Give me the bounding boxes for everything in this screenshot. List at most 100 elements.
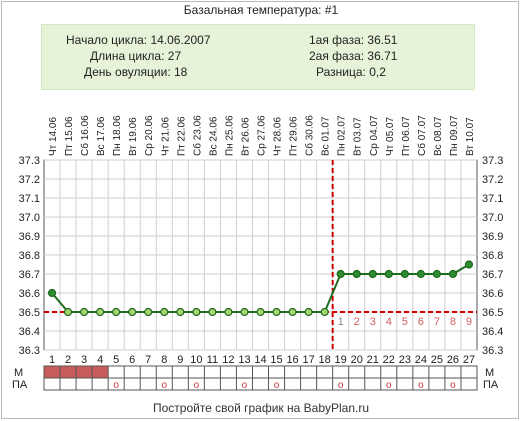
temperature-point xyxy=(288,307,297,317)
pa-mark: о xyxy=(418,380,424,391)
temperature-point xyxy=(400,269,409,279)
y-tick-label-right: 36.8 xyxy=(482,250,503,262)
menstruation-cell xyxy=(92,366,109,378)
menstruation-cell xyxy=(76,366,93,378)
temperature-point xyxy=(208,307,217,317)
pa-row-label-right: ПА xyxy=(483,379,499,391)
date-label: Чт 14.06 xyxy=(48,117,59,156)
y-tick-label-left: 36.4 xyxy=(19,326,40,338)
day-number-label: 22 xyxy=(383,354,395,366)
date-label: Пн 18.06 xyxy=(112,115,123,156)
y-tick-label-right: 36.7 xyxy=(482,269,503,281)
temperature-point xyxy=(320,307,329,317)
date-label: Вт 03.07 xyxy=(353,117,364,156)
day-number-label: 20 xyxy=(351,354,363,366)
date-label: Вс 01.07 xyxy=(321,116,332,156)
pa-mark: о xyxy=(194,380,200,391)
temperature-point xyxy=(432,269,442,279)
day-number-label: 9 xyxy=(177,354,183,366)
day-number-label: 18 xyxy=(319,354,331,366)
day-number-label: 27 xyxy=(463,354,475,366)
phase1-text: 1ая фаза: 36.51 xyxy=(309,33,398,47)
day-number-label: 13 xyxy=(238,354,250,366)
pa-mark: о xyxy=(242,380,248,391)
temperature-point xyxy=(176,307,185,317)
date-label: Вт 10.07 xyxy=(465,117,476,156)
date-label: Ср 27.06 xyxy=(257,115,268,156)
date-label: Чт 21.06 xyxy=(160,117,171,156)
day-number-label: 1 xyxy=(49,354,55,366)
temperature-point xyxy=(416,269,425,279)
pa-mark: о xyxy=(274,380,280,391)
temperature-point xyxy=(256,307,265,317)
phase-day-label: 8 xyxy=(450,316,456,328)
y-tick-label-left: 36.5 xyxy=(19,307,40,319)
day-number-label: 12 xyxy=(222,354,234,366)
date-label: Пн 09.07 xyxy=(449,115,460,156)
cycle-length-text: Длина цикла: 27 xyxy=(90,49,182,63)
date-label: Вс 24.06 xyxy=(208,116,219,156)
temperature-point xyxy=(304,307,313,317)
date-label: Пт 29.06 xyxy=(289,116,300,156)
day-number-label: 16 xyxy=(286,354,298,366)
day-number-label: 19 xyxy=(335,354,347,366)
m-row-label-left: М xyxy=(14,367,23,379)
date-label: Сб 16.06 xyxy=(79,115,91,156)
y-tick-label-right: 36.4 xyxy=(482,326,503,338)
y-tick-label-right: 37.3 xyxy=(482,155,503,167)
y-tick-label-right: 36.5 xyxy=(482,307,503,319)
temperature-point xyxy=(96,307,105,317)
day-number-label: 23 xyxy=(399,354,411,366)
day-number-label: 11 xyxy=(207,354,218,366)
y-tick-label-right: 36.6 xyxy=(482,288,503,300)
date-label: Пт 15.06 xyxy=(64,116,75,156)
date-label: Вт 19.06 xyxy=(128,117,139,156)
date-label: Сб 23.06 xyxy=(191,115,203,156)
temperature-point xyxy=(144,307,153,317)
chart-title: Базальная температура: #1 xyxy=(183,3,339,17)
y-tick-label-right: 37.0 xyxy=(482,212,503,224)
date-label: Пт 06.07 xyxy=(401,116,412,156)
date-label: Пт 22.06 xyxy=(176,116,187,156)
temperature-point xyxy=(79,307,89,317)
pa-mark: о xyxy=(386,380,392,391)
phase-day-label: 5 xyxy=(402,316,408,328)
date-label: Пн 25.06 xyxy=(224,115,235,156)
day-number-label: 2 xyxy=(65,354,71,366)
footer-link-text[interactable]: Постройте свой график на BabyPlan.ru xyxy=(152,401,370,415)
y-tick-label-right: 37.1 xyxy=(482,193,503,205)
temperature-point xyxy=(272,307,281,317)
date-label: Чт 28.06 xyxy=(273,117,284,156)
temperature-point xyxy=(368,269,377,279)
date-label: Чт 05.07 xyxy=(385,117,396,156)
day-number-label: 14 xyxy=(254,354,266,366)
date-label: Ср 04.07 xyxy=(369,115,380,156)
menstruation-cell xyxy=(44,366,61,378)
date-label: Вс 08.07 xyxy=(433,116,444,156)
temperature-point xyxy=(192,307,201,317)
temperature-point xyxy=(240,307,249,317)
pa-mark: о xyxy=(161,380,167,391)
day-number-label: 7 xyxy=(145,354,151,366)
phase-day-label: 3 xyxy=(370,316,376,328)
date-label: Вт 26.06 xyxy=(240,117,251,156)
ovulation-day-text: День овуляции: 18 xyxy=(84,65,188,79)
day-number-label: 25 xyxy=(431,354,443,366)
cycle-info-panel: Начало цикла: 14.06.2007 Длина цикла: 27… xyxy=(41,24,475,90)
pa-mark: о xyxy=(338,380,344,391)
phase-day-label: 9 xyxy=(466,316,472,328)
day-number-label: 21 xyxy=(367,354,379,366)
y-tick-label-left: 36.8 xyxy=(19,250,40,262)
day-number-label: 6 xyxy=(129,354,135,366)
date-label: Ср 20.06 xyxy=(144,115,155,156)
m-row-label-right: М xyxy=(485,367,494,379)
y-tick-label-left: 36.3 xyxy=(19,345,40,357)
phase-day-label: 4 xyxy=(386,316,392,328)
y-tick-label-left: 36.6 xyxy=(19,288,40,300)
menstruation-cell xyxy=(60,366,77,378)
cycle-start-text: Начало цикла: 14.06.2007 xyxy=(66,33,211,47)
y-tick-label-left: 37.2 xyxy=(19,174,40,186)
day-number-label: 3 xyxy=(81,354,87,366)
